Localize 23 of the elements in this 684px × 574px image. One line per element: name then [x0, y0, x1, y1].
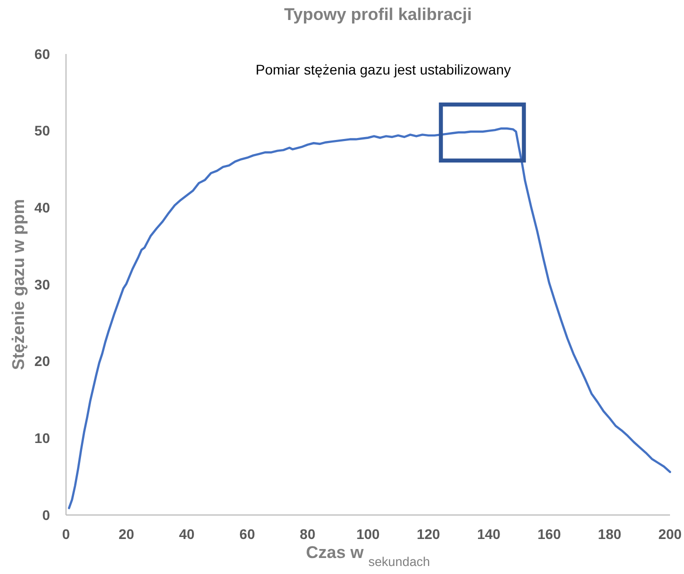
x-axis-title: Czas w $_{sekundach}$	[306, 543, 430, 568]
x-tick-label: 180	[598, 526, 622, 542]
x-tick-label: 140	[477, 526, 501, 542]
x-tick-label: 0	[62, 526, 70, 542]
y-axis-title: Stężenie gazu w ppm	[9, 199, 28, 370]
x-tick-label: 100	[356, 526, 380, 542]
y-tick-label: 20	[34, 353, 50, 370]
line-series	[68, 127, 672, 510]
x-tick-label: 160	[538, 526, 562, 542]
chart-title: Typowy profil kalibracji	[284, 5, 472, 24]
x-tick-label: 120	[416, 526, 440, 542]
y-tick-label: 40	[34, 200, 50, 216]
x-tick-label: 20	[118, 526, 134, 542]
y-tick-label: 10	[34, 430, 50, 446]
x-tick-label: 80	[300, 526, 316, 542]
y-tick-label: 0	[42, 506, 50, 523]
x-tick-label: 40	[179, 526, 195, 542]
annotation: Pomiar stężenia gazu jest ustabilizowany	[256, 62, 511, 78]
x-tick-label: 200	[658, 526, 682, 542]
x-tick-label: 60	[239, 526, 256, 542]
y-tick-label: 50	[34, 122, 50, 139]
y-tick-label: 30	[34, 276, 50, 292]
y-tick-label: 60	[34, 46, 50, 62]
